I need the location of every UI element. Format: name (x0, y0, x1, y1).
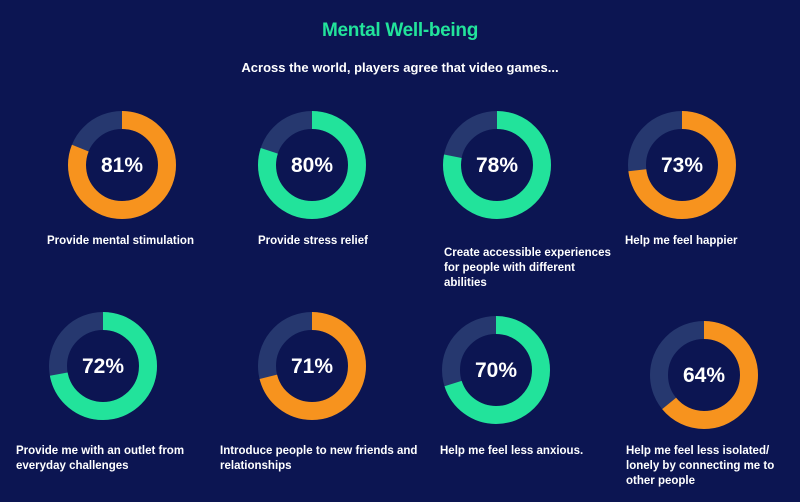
donut-value-arc (443, 111, 551, 219)
donut-value-arc (442, 316, 550, 424)
donut-8: 64% (650, 321, 758, 429)
donut-value-arc (49, 312, 157, 420)
donut-percent-label: 70% (475, 359, 517, 382)
donut-percent-label: 73% (661, 154, 703, 177)
chart-subtitle: Across the world, players agree that vid… (241, 60, 559, 75)
donut-4: 73% (628, 111, 736, 219)
donut-value-arc (258, 111, 366, 219)
donut-6: 71% (258, 312, 366, 420)
chart-title: Mental Well-being (321, 20, 479, 41)
donut-caption: Help me feel less anxious. (440, 445, 584, 457)
donut-5: 72% (49, 312, 157, 420)
donut-2: 80% (258, 111, 366, 219)
donut-7: 70% (442, 316, 550, 424)
donut-1: 81% (68, 111, 176, 219)
donut-percent-label: 64% (683, 364, 725, 387)
donut-percent-label: 80% (291, 154, 333, 177)
donut-percent-label: 72% (82, 355, 124, 378)
donut-caption: Provide stress relief (258, 235, 368, 247)
donut-caption: Create accessible experiences for people… (444, 247, 611, 289)
donut-caption: Help me feel happier (625, 235, 738, 247)
donut-percent-label: 71% (291, 355, 333, 378)
donut-caption: Provide mental stimulation (47, 235, 194, 247)
donut-value-arc (68, 111, 176, 219)
donut-percent-label: 78% (476, 154, 518, 177)
donut-caption: Provide me with an outlet from everyday … (16, 445, 185, 472)
donut-caption: Introduce people to new friends and rela… (220, 445, 418, 472)
donut-value-arc (258, 312, 366, 420)
donut-percent-label: 81% (101, 154, 143, 177)
donut-caption: Help me feel less isolated/ lonely by co… (626, 445, 775, 487)
donut-3: 78% (443, 111, 551, 219)
donut-value-arc (650, 321, 758, 429)
donut-value-arc (628, 111, 736, 219)
